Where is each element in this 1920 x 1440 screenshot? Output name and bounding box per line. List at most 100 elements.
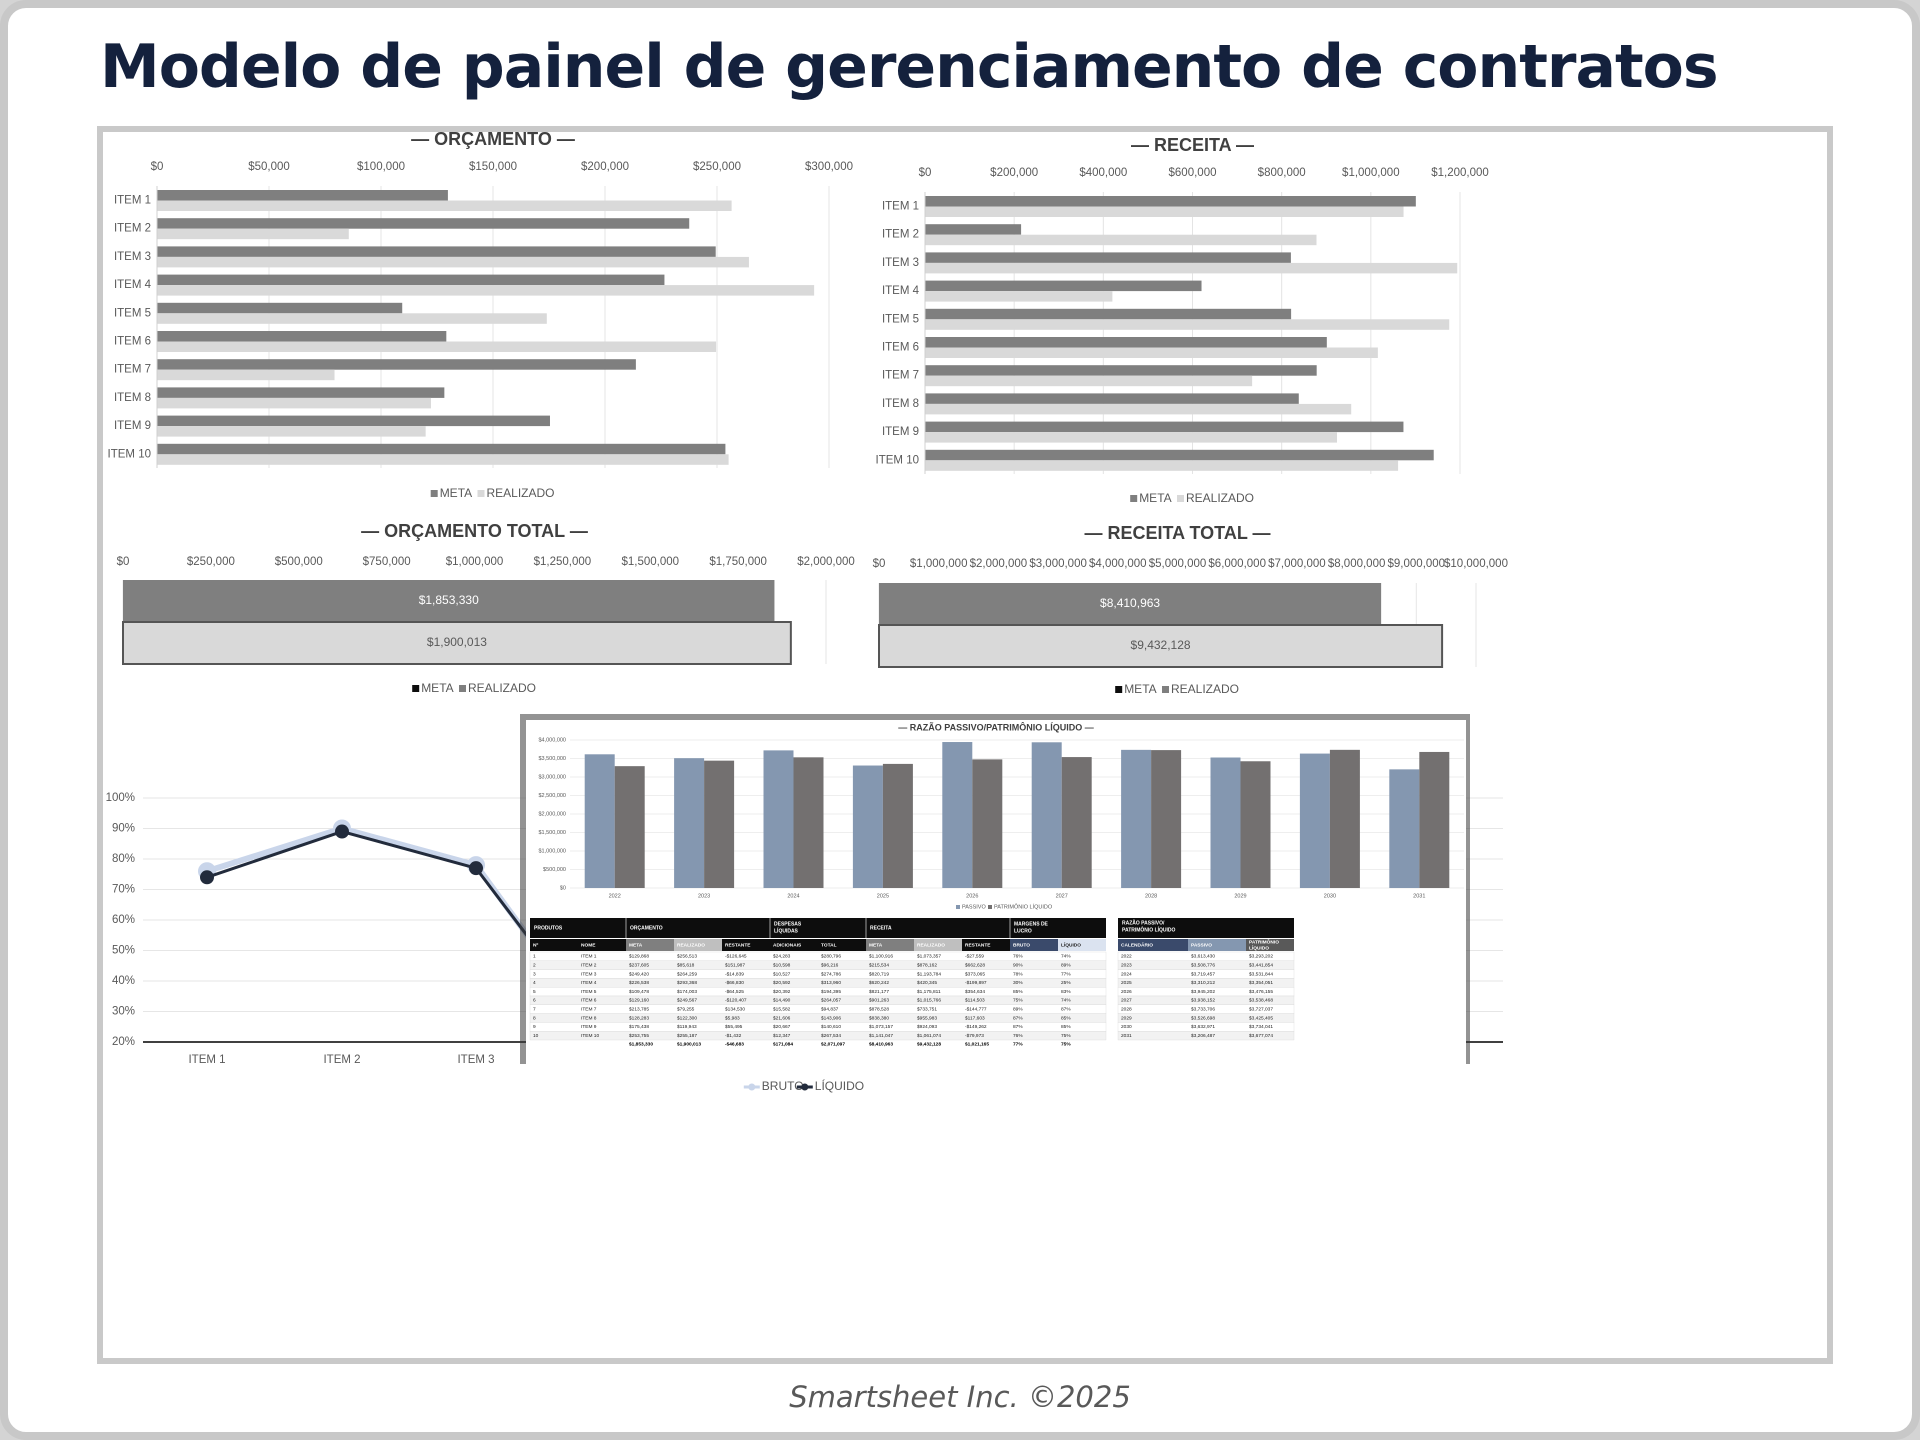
legend-label: REALIZADO: [487, 486, 555, 500]
table-cell: $3,945,202: [1191, 989, 1215, 995]
category-label: 2027: [1056, 893, 1068, 899]
tick-label: $1,000,000: [446, 556, 504, 568]
bar-realizado: [157, 454, 729, 465]
category-label: ITEM 9: [882, 426, 919, 438]
bar-passivo: [763, 750, 794, 888]
table-cell: 8: [533, 1015, 536, 1021]
tick-label: 40%: [112, 975, 135, 987]
tick-label: $250,000: [187, 556, 235, 568]
tick-label: $1,200,000: [1431, 167, 1489, 179]
table-cell: 87%: [1061, 1006, 1071, 1012]
legend-label: PASSIVO: [962, 904, 986, 910]
table-cell: -$14,839: [725, 971, 744, 977]
legend-swatch-marker: [801, 1083, 809, 1091]
table-cell: 6: [533, 998, 536, 1004]
table-column-header: PATRIMÔNIO: [1249, 937, 1279, 945]
tick-label: $0: [151, 161, 164, 173]
tick-label: $1,750,000: [709, 556, 767, 568]
table-cell: $3,441,854: [1249, 962, 1273, 968]
bar-realizado: [157, 313, 547, 324]
tick-label: 30%: [112, 1006, 135, 1018]
tick-label: $200,000: [990, 167, 1038, 179]
table-cell: 7: [533, 1006, 536, 1012]
tick-label: 80%: [112, 853, 135, 865]
table-cell: $14,490: [773, 998, 791, 1004]
bar-value-label: $1,900,013: [427, 635, 487, 649]
tick-label: $50,000: [248, 161, 290, 173]
table-cell: $313,960: [821, 980, 841, 986]
table-cell: ITEM 7: [581, 1006, 597, 1012]
chart-legend: PASSIVO PATRIMÔNIO LÍQUIDO: [956, 903, 1053, 910]
table-cell: $249,420: [629, 971, 649, 977]
table-cell: 2024: [1121, 971, 1132, 977]
table-cell: $96,216: [821, 962, 839, 968]
table-column-header-cell: [770, 939, 818, 951]
table-cell: $237,605: [629, 962, 649, 968]
table-cell: $3,206,487: [1191, 1033, 1215, 1039]
table-cell: $3,476,155: [1249, 989, 1273, 995]
table-cell: $3,734,041: [1249, 1024, 1273, 1030]
tick-label: $1,000,000: [538, 848, 566, 854]
table-group-label: LÍQUIDAS: [774, 926, 799, 934]
line-bruto: [206, 825, 546, 959]
bar-meta: [879, 583, 1382, 625]
bar-passivo: [852, 765, 883, 888]
table-cell: $12,347: [773, 1033, 791, 1039]
table-cell: $1,073,357: [917, 954, 941, 960]
table-cell: 76%: [1013, 1033, 1023, 1039]
bar-realizado: [925, 262, 1458, 274]
legend-swatch: [956, 905, 960, 909]
bar-realizado: [925, 403, 1352, 415]
tick-label: 60%: [112, 914, 135, 926]
table-cell: ITEM 6: [581, 998, 597, 1004]
dashboard-charts: — ORÇAMENTO — $0 $50,000 $100,000 $150,000 $2…: [106, 132, 1508, 1093]
dashboard-panel: — ORÇAMENTO — $0 $50,000 $100,000 $150,000 $2…: [97, 126, 1833, 1364]
legend-label: REALIZADO: [1186, 491, 1254, 505]
tick-label: $200,000: [581, 161, 629, 173]
category-label: 2030: [1324, 893, 1336, 899]
table-cell: 77%: [1061, 971, 1071, 977]
tick-label: $250,000: [693, 161, 741, 173]
tick-label: $1,250,000: [534, 556, 592, 568]
category-label: ITEM 4: [882, 285, 920, 297]
table-cell: 2029: [1121, 1015, 1132, 1021]
chart-title: — ORÇAMENTO —: [411, 132, 575, 149]
table-cell: $119,943: [677, 1024, 697, 1030]
table-group-label: PRODUTOS: [534, 925, 563, 931]
table-cell: 74%: [1061, 954, 1071, 960]
table-column-header-cell: [1246, 939, 1294, 951]
table-cell: 87%: [1013, 1024, 1023, 1030]
bar-meta: [157, 331, 447, 342]
table-group-label: ORÇAMENTO: [630, 925, 663, 931]
tick-label: 20%: [112, 1036, 135, 1048]
table-cell: $10,598: [773, 962, 791, 968]
legend-swatch: [1162, 686, 1169, 693]
category-label: ITEM 5: [114, 307, 151, 319]
tick-label: $0: [919, 167, 932, 179]
table-cell: 87%: [1013, 1015, 1023, 1021]
table-cell: -$144,777: [965, 1006, 987, 1012]
legend-label: REALIZADO: [468, 681, 536, 695]
table-cell: $293,368: [677, 980, 697, 986]
legend-swatch: [412, 685, 420, 692]
tick-label: $1,500,000: [538, 830, 566, 836]
bar-passivo: [942, 742, 973, 888]
table-row: [529, 1031, 1107, 1041]
table-cell: $85,618: [677, 962, 695, 968]
table-cell: $280,796: [821, 954, 841, 960]
bar-realizado: [157, 369, 335, 381]
table-cell: 4: [533, 980, 536, 986]
table-cell: $226,538: [629, 980, 649, 986]
tick-label: $6,000,000: [1208, 558, 1266, 570]
table-cell: $264,259: [677, 971, 697, 977]
table-cell: 85%: [1013, 989, 1023, 995]
tick-label: $3,000,000: [538, 774, 566, 780]
legend-label: META: [1124, 682, 1156, 696]
table-column-header: REALIZADO: [917, 942, 945, 948]
table-column-header: RESTANTE: [725, 942, 751, 948]
legend-swatch: [1130, 495, 1138, 502]
category-label: ITEM 2: [323, 1054, 360, 1066]
page-title: Modelo de painel de gerenciamento de con…: [100, 32, 1719, 102]
table-cell: $1,015,766: [917, 998, 941, 1004]
table-cell: ITEM 4: [581, 980, 597, 986]
